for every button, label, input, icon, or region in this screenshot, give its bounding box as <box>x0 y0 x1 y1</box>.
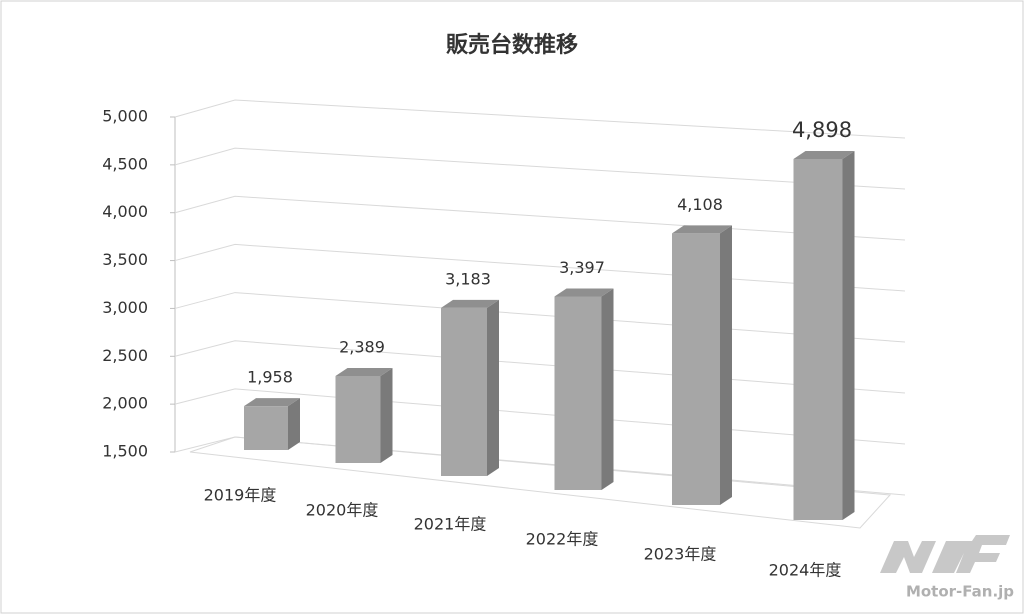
x-tick-label: 2022年度 <box>526 530 599 549</box>
grid-line <box>174 147 906 190</box>
watermark: Motor-Fan.jp <box>906 583 1014 601</box>
bar-side <box>601 288 614 490</box>
x-tick-label: 2019年度 <box>204 486 277 505</box>
grid-line <box>174 99 906 139</box>
y-tick-label: 4,500 <box>102 154 148 173</box>
bar <box>441 299 499 476</box>
y-tick-label: 2,000 <box>102 394 148 413</box>
bar-top <box>554 288 614 297</box>
bar-side <box>720 225 732 505</box>
y-tick-label: 2,500 <box>102 346 148 365</box>
value-label: 1,958 <box>247 368 293 387</box>
bar-top <box>672 225 732 234</box>
value-label: 2,389 <box>339 338 385 357</box>
x-tick-label: 2024年度 <box>769 561 842 580</box>
value-label: 3,397 <box>559 258 605 277</box>
bar-side <box>380 368 393 463</box>
value-label: 4,898 <box>792 118 852 142</box>
y-tick-label: 5,000 <box>102 107 148 126</box>
bar-front <box>554 296 602 490</box>
y-tick-label: 1,500 <box>102 442 148 461</box>
bar-side <box>487 299 499 476</box>
x-tick-label: 2020年度 <box>306 501 379 520</box>
bar <box>554 288 614 490</box>
y-tick-label: 4,000 <box>102 202 148 221</box>
bar-top <box>441 299 499 308</box>
value-label: 4,108 <box>677 195 723 214</box>
bar-front <box>793 158 843 521</box>
bar-top <box>793 150 855 159</box>
x-tick-label: 2023年度 <box>644 545 717 564</box>
chart-title: 販売台数推移 <box>446 32 578 58</box>
bar <box>793 150 855 521</box>
bar-front <box>441 307 487 476</box>
value-label: 3,183 <box>445 269 491 288</box>
x-tick-label: 2021年度 <box>414 515 487 534</box>
bar-side <box>842 150 855 521</box>
y-tick-label: 3,000 <box>102 298 148 317</box>
bar-front <box>244 406 288 450</box>
bar <box>335 368 393 463</box>
bar-front <box>672 233 720 505</box>
bar <box>672 225 732 505</box>
y-tick-label: 3,500 <box>102 250 148 269</box>
bar-side <box>288 398 300 450</box>
bar <box>244 398 300 450</box>
logo <box>880 535 1010 573</box>
bar-front <box>335 376 381 463</box>
grid-line <box>174 195 906 241</box>
bar-top <box>335 368 393 377</box>
bar-top <box>244 398 300 407</box>
